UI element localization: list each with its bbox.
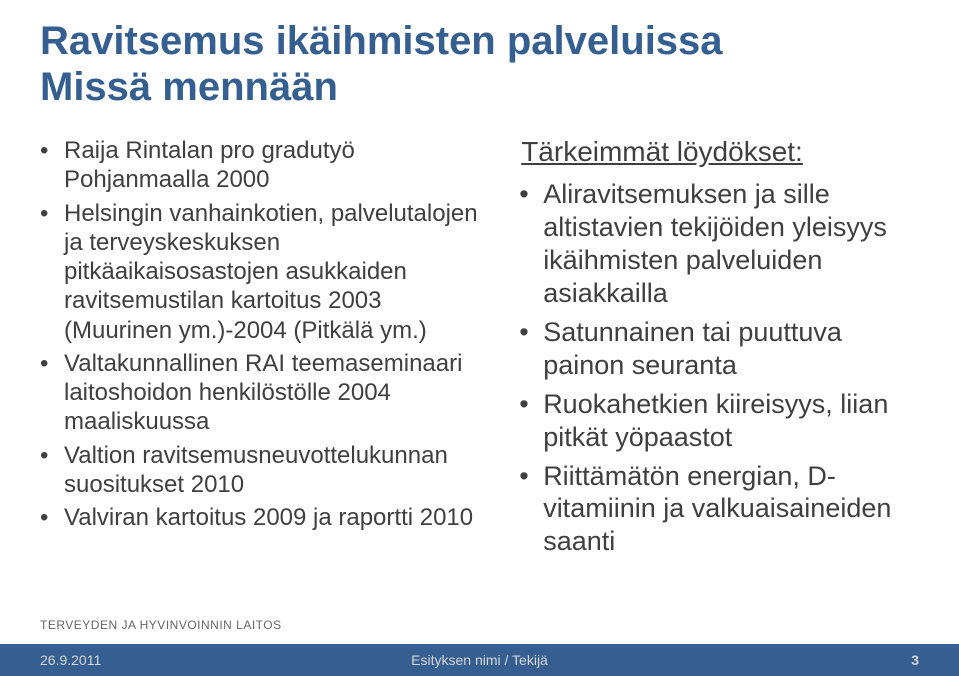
title-line-2: Missä mennään	[40, 64, 919, 110]
left-bullet-list: Raija Rintalan pro gradutyö Pohjanmaalla…	[40, 136, 489, 532]
list-item: Ruokahetkien kiireisyys, liian pitkät yö…	[519, 388, 919, 454]
footer-bar: 26.9.2011 Esityksen nimi / Tekijä 3	[0, 644, 959, 676]
footer-page-number: 3	[911, 652, 919, 668]
list-item: Valtion ravitsemusneuvottelukunnan suosi…	[40, 441, 489, 500]
right-column: Tärkeimmät löydökset: Aliravitsemuksen j…	[519, 136, 919, 564]
list-item: Aliravitsemuksen ja sille altistavien te…	[519, 178, 919, 310]
list-item: Valviran kartoitus 2009 ja raportti 2010	[40, 503, 489, 532]
list-item: Satunnainen tai puuttuva painon seuranta	[519, 316, 919, 382]
right-bullet-list: Aliravitsemuksen ja sille altistavien te…	[519, 178, 919, 558]
content-columns: Raija Rintalan pro gradutyö Pohjanmaalla…	[40, 136, 919, 564]
footer-presentation-title: Esityksen nimi / Tekijä	[411, 652, 548, 668]
list-item: Raija Rintalan pro gradutyö Pohjanmaalla…	[40, 136, 489, 195]
list-item: Valtakunnallinen RAI teemaseminaari lait…	[40, 349, 489, 437]
slide: Ravitsemus ikäihmisten palveluissa Missä…	[0, 0, 959, 676]
footer-date: 26.9.2011	[40, 652, 101, 668]
organization-logo-text: TERVEYDEN JA HYVINVOINNIN LAITOS	[40, 618, 282, 632]
title-line-1: Ravitsemus ikäihmisten palveluissa	[40, 18, 919, 64]
left-column: Raija Rintalan pro gradutyö Pohjanmaalla…	[40, 136, 489, 564]
footer: TERVEYDEN JA HYVINVOINNIN LAITOS 26.9.20…	[0, 590, 959, 676]
right-heading: Tärkeimmät löydökset:	[519, 136, 919, 168]
list-item: Helsingin vanhainkotien, palvelutalojen …	[40, 199, 489, 345]
slide-title: Ravitsemus ikäihmisten palveluissa Missä…	[40, 18, 919, 110]
list-item: Riittämätön energian, D-vitamiinin ja va…	[519, 460, 919, 559]
